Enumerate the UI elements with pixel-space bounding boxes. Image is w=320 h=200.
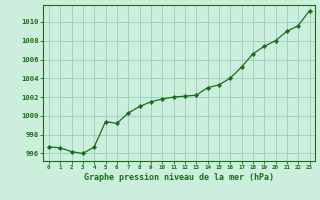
X-axis label: Graphe pression niveau de la mer (hPa): Graphe pression niveau de la mer (hPa) xyxy=(84,173,274,182)
